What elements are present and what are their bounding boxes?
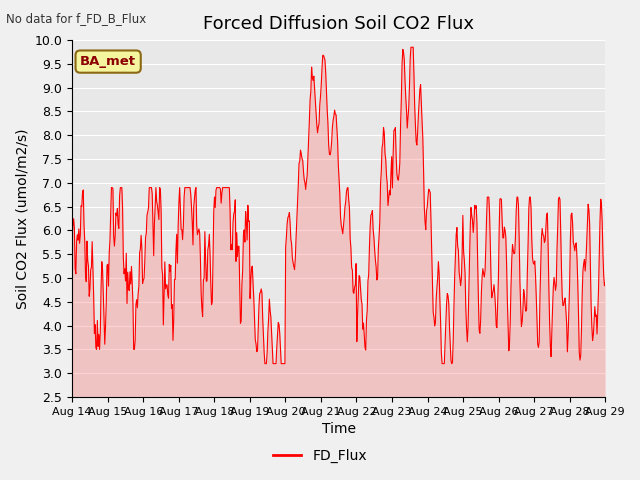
Title: Forced Diffusion Soil CO2 Flux: Forced Diffusion Soil CO2 Flux xyxy=(203,15,474,33)
Text: No data for f_FD_B_Flux: No data for f_FD_B_Flux xyxy=(6,12,147,25)
Text: BA_met: BA_met xyxy=(80,55,136,68)
Legend: FD_Flux: FD_Flux xyxy=(268,443,372,468)
Y-axis label: Soil CO2 Flux (umol/m2/s): Soil CO2 Flux (umol/m2/s) xyxy=(15,128,29,309)
X-axis label: Time: Time xyxy=(322,422,356,436)
